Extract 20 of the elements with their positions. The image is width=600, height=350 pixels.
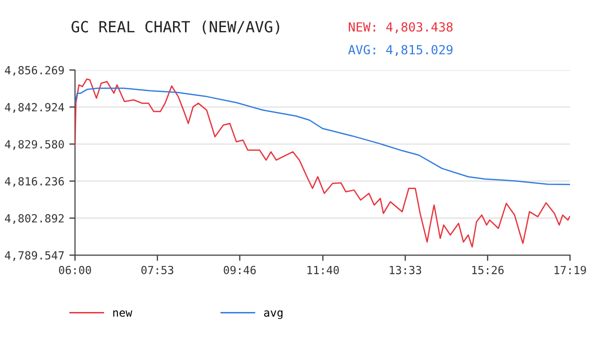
x-tick-label: 06:00 [59, 266, 92, 274]
text: NEW: 4,803.438 [348, 22, 453, 34]
x-tick-label: 15:26 [472, 266, 504, 274]
text: AVG: 4,815.029 [348, 44, 453, 56]
line-series [75, 78, 570, 248]
y-tick-label: 4,829.580 [4, 140, 64, 150]
legend-label: avg [264, 310, 282, 319]
y-tick-label: 4,789.547 [4, 251, 64, 261]
x-tick-label: 17:19 [554, 266, 586, 274]
y-tick-label: 4,802.892 [4, 214, 64, 224]
y-tick-label: 4,856.269 [4, 66, 64, 76]
y-tick-label: 4,816.236 [4, 177, 64, 187]
y-tick-label: 4,842.924 [4, 103, 64, 113]
chart-title: GC REAL CHART (NEW/AVG) [72, 20, 280, 34]
x-tick-label: 07:53 [141, 266, 174, 274]
line-series [75, 88, 570, 186]
x-tick-label: 09:46 [224, 266, 256, 274]
x-tick-label: 13:33 [390, 266, 422, 274]
x-tick-label: 11:40 [307, 266, 339, 274]
legend-label: new [113, 310, 132, 317]
